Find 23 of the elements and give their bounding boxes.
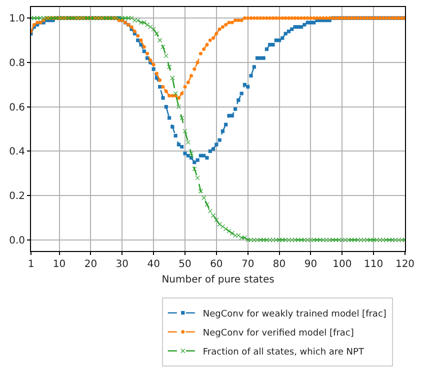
y-tick-label: 0.8 — [9, 58, 25, 69]
x-tick-label: 90 — [304, 259, 318, 270]
x-tick-label: 120 — [395, 259, 415, 270]
x-tick-label: 50 — [178, 259, 192, 270]
x-tick-label: 60 — [210, 259, 223, 270]
y-tick-label: 0.6 — [9, 102, 25, 114]
y-tick-label: 1.0 — [9, 14, 25, 25]
x-axis-title: Number of pure states — [162, 274, 274, 286]
y-tick-label: 0.2 — [9, 191, 25, 202]
legend-label: NegConv for verified model [frac] — [202, 328, 354, 338]
x-tick-label: 10 — [52, 259, 66, 270]
x-tick-label: 20 — [84, 259, 98, 270]
x-tick-label: 80 — [272, 259, 286, 270]
x-tick-label: 100 — [332, 259, 352, 270]
legend-label: NegConv for weakly trained model [frac] — [202, 309, 386, 320]
x-tick-label: 70 — [241, 259, 254, 270]
x-tick-label: 110 — [364, 259, 384, 270]
x-tick-label: 30 — [116, 259, 129, 270]
y-tick-label: 0.0 — [9, 235, 25, 246]
x-tick-label: 1 — [28, 259, 34, 270]
y-tick-label: 0.4 — [9, 146, 25, 158]
legend-label: Fraction of all states, which are NPT — [202, 347, 364, 358]
x-tick-label: 40 — [147, 259, 160, 270]
